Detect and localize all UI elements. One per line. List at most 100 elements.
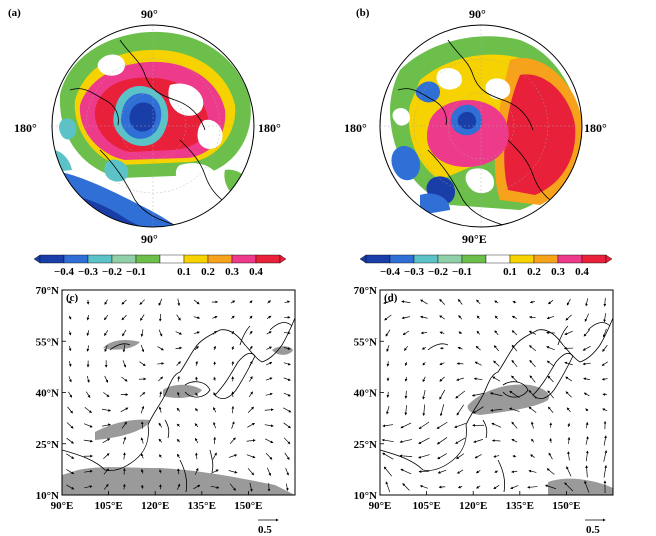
wind-vector [527,485,538,489]
left-colorbar-tick-label: 0.4 [249,266,263,278]
wind-vector [85,391,91,398]
wind-vector [602,344,608,352]
wind-vector [140,468,144,474]
wind-vector [471,392,485,397]
right-colorbar-min-arrow [359,254,367,264]
wind-vector [546,468,555,475]
wind-vector [122,360,127,368]
wind-vector [158,406,162,413]
wind-vector [385,329,391,337]
wind-vector [68,345,72,352]
wind-vector [529,300,535,304]
wind-vector [439,404,445,417]
wind-vector [140,314,145,321]
wind-vector [140,437,144,444]
wind-vector [266,346,273,350]
wind-vector [401,300,411,304]
wind-vector [194,467,199,475]
wind-vector [249,315,253,319]
wind-vector [439,389,446,400]
wind-vector [386,391,390,398]
colorbar-right: −0.4 −0.3 −0.2 −0.1 0.1 0.2 0.3 0.4 [359,254,613,278]
wind-vector [400,468,412,475]
wind-vector [456,469,464,474]
wind-vector [194,345,199,351]
left-colorbar-swatch [111,254,137,264]
wind-vector [231,315,235,320]
wind-vector [529,359,536,368]
wind-vector [265,377,273,381]
wind-vector [284,300,291,304]
wind-vector [83,439,94,443]
wind-vector [122,483,126,490]
wind-vector [420,315,428,319]
wind-vector [402,483,410,491]
wind-vector [585,465,589,478]
wind-vector [404,390,408,399]
wind-vector [228,454,238,458]
left-colorbar-swatch [159,254,185,264]
right-colorbar-swatch [557,254,583,264]
lon-tick-label: 90°E [51,500,74,512]
left-colorbar-tick-label: −0.1 [126,266,146,278]
wind-vector [213,406,217,413]
wind-vector [584,313,589,322]
lon-tick-label: 105°E [94,500,122,512]
lon-tick-label: 105°E [412,500,440,512]
wind-vector [510,485,519,490]
wind-vector [476,330,481,335]
wind-vector [68,330,72,336]
wind-vector [283,407,292,413]
left-colorbar-swatch [63,254,89,264]
wind-vector [176,361,181,366]
wind-vector [400,422,412,429]
wind-vector [494,330,499,336]
wind-vector [603,313,607,323]
wind-vector [439,376,445,382]
wind-vector [247,422,255,428]
colorbar-left-swatches [33,254,287,264]
wind-vector [249,376,253,382]
wind-vector [140,453,144,459]
wind-vector [511,375,518,383]
wind-vector [68,315,72,320]
wind-vector [511,470,518,474]
wind-vector [530,421,534,429]
wind-vector [230,300,236,304]
wind-vector [283,392,291,397]
wind-vector [399,454,413,458]
wind-vector [456,404,464,416]
wind-vector [194,423,199,428]
wind-vector [439,315,445,320]
wind-vector [211,469,219,474]
lon-tick-label: 150°E [552,500,580,512]
wind-vector [283,331,291,335]
wind-vector [246,439,256,442]
wind-vector [511,315,517,319]
left-colorbar-swatch [87,254,113,264]
wind-vector [436,437,448,445]
wind-vector [157,346,164,351]
wind-vector [512,300,517,304]
wind-vector [84,469,93,473]
wind-vector [122,436,127,445]
wind-vector [456,377,464,381]
left-colorbar-min-arrow [33,254,41,264]
wind-vector [564,361,573,366]
right-colorbar-tick-label: −0.4 [380,266,401,278]
wind-vector [122,329,127,337]
wind-vector [122,344,126,353]
wind-vector [213,421,216,429]
wind-vector [104,314,109,321]
wind-vector [229,483,236,491]
left-colorbar-swatch [255,254,281,264]
panel-c-lon-ticks: 90°E 105°E 120°E 135°E 150°E [51,491,263,512]
wind-vector [264,408,274,412]
wind-vector [601,377,608,381]
wind-vector [228,470,238,474]
panel-b-top-label: 90° [469,7,486,21]
wind-vector [458,331,462,335]
wind-vector [548,452,553,460]
right-colorbar-tick-label: 0.1 [503,266,517,278]
wind-vector [547,390,554,399]
